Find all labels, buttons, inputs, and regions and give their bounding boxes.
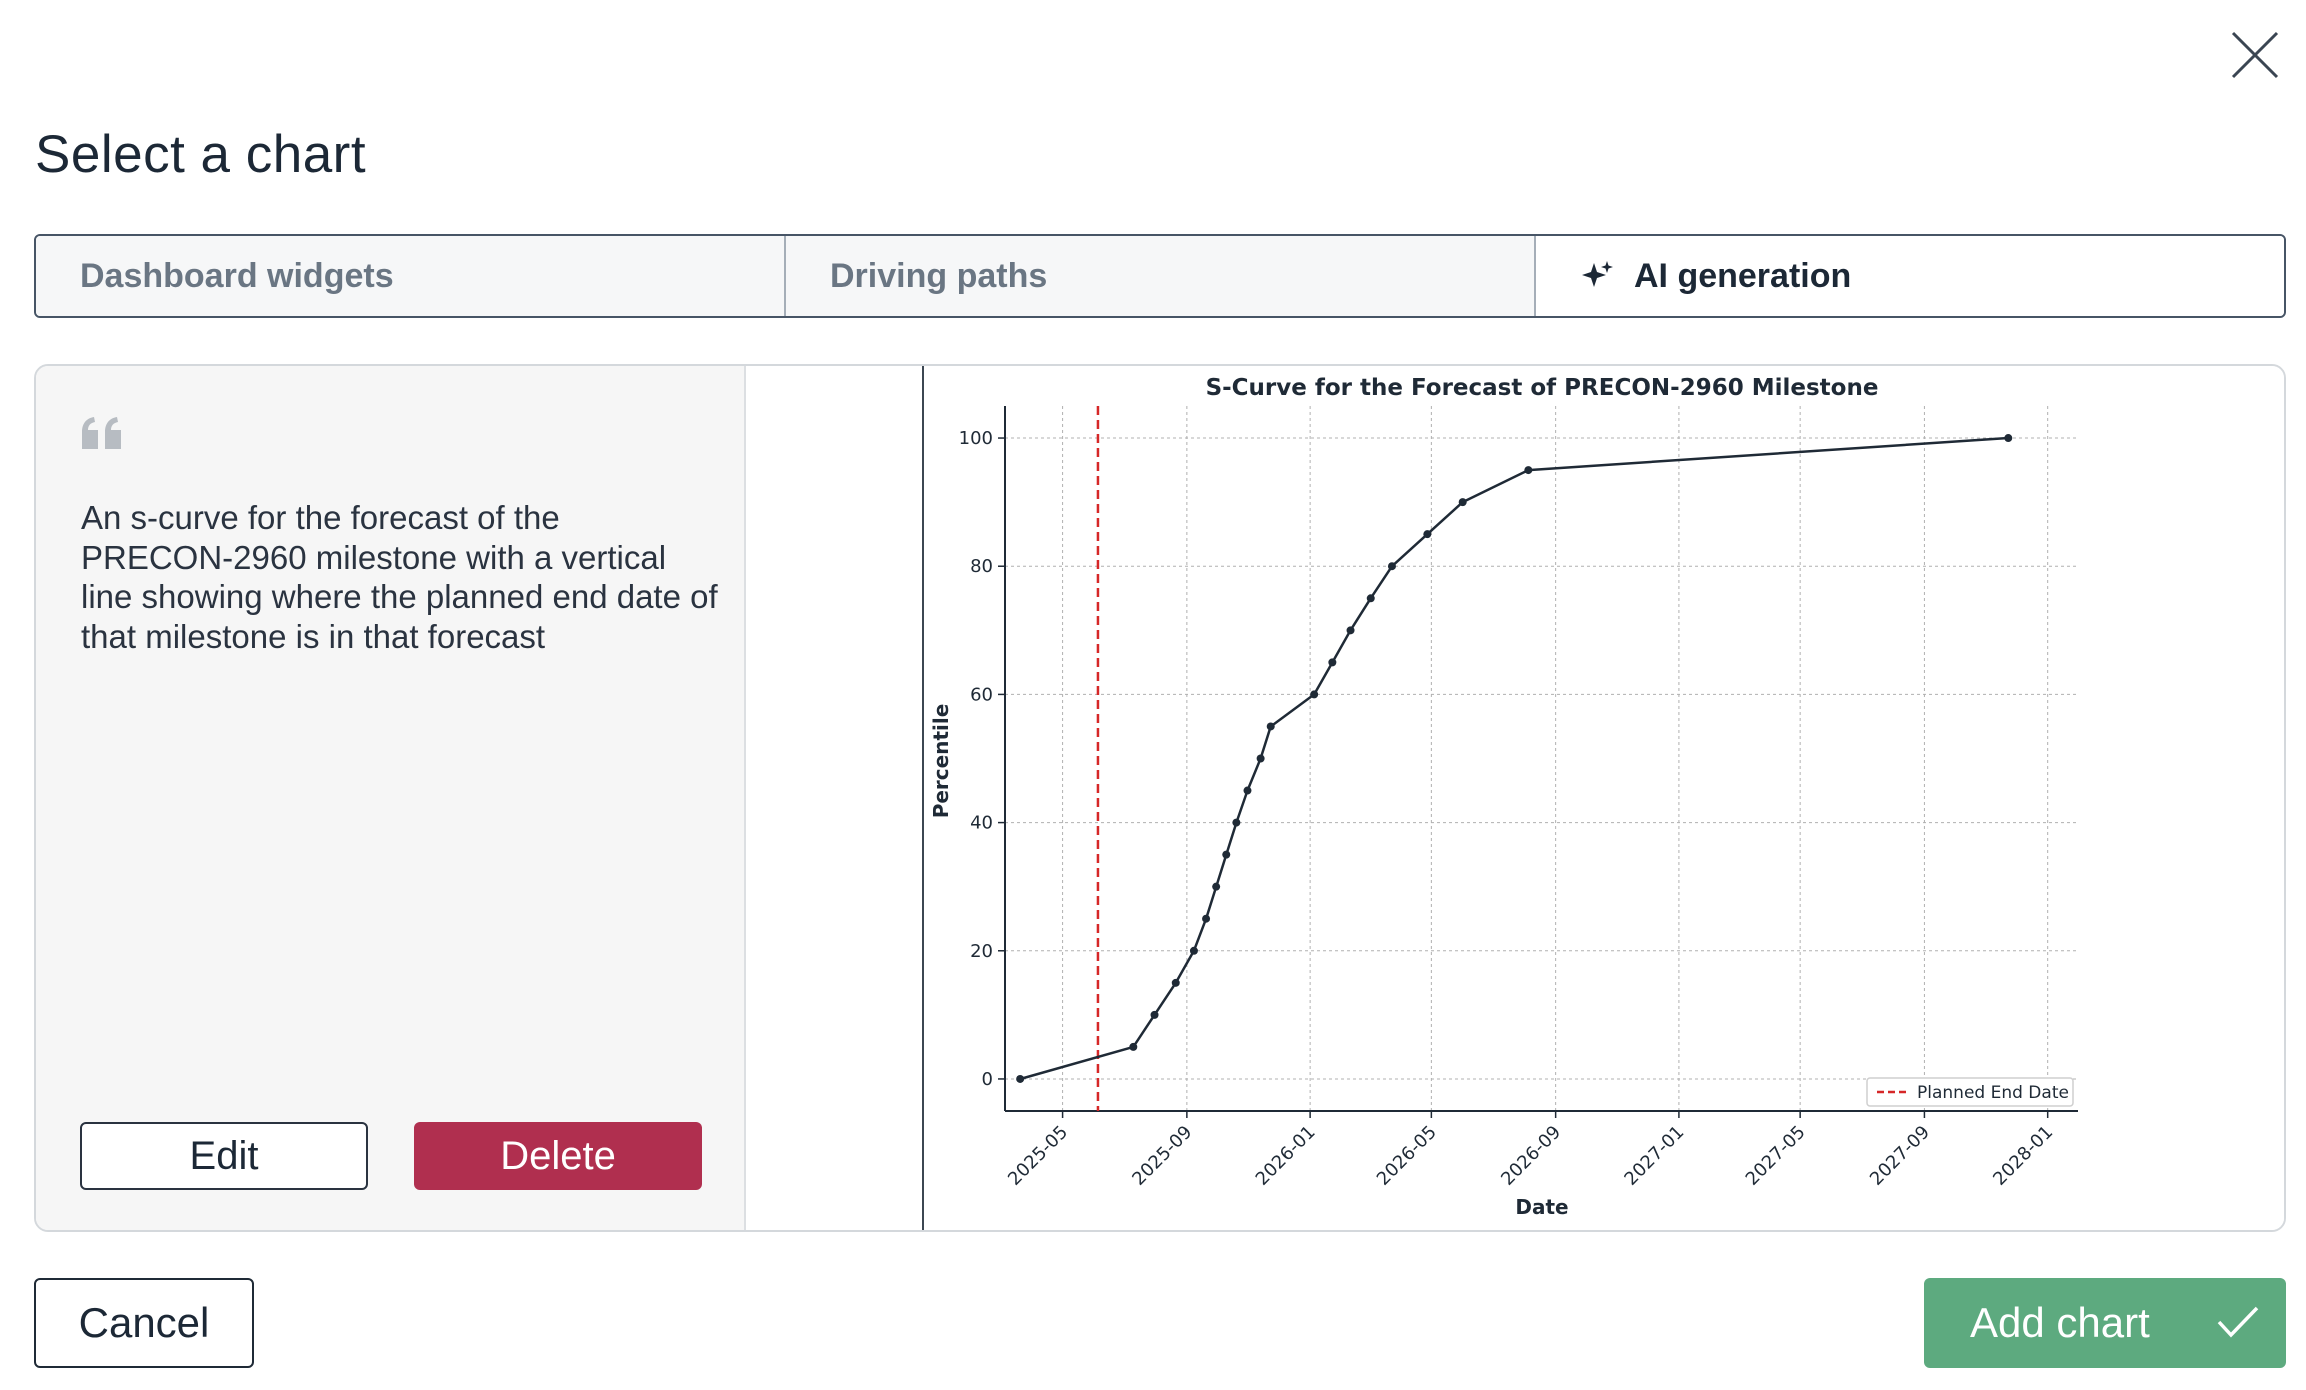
y-tick-label: 0 xyxy=(982,1069,993,1090)
x-tick-label: 2028-01 xyxy=(1989,1122,2057,1190)
tab-label: AI generation xyxy=(1634,256,1852,295)
data-point xyxy=(1346,626,1355,635)
data-point xyxy=(1458,498,1467,507)
chart-source-tabs: Dashboard widgets Driving paths AI gener… xyxy=(34,234,2286,318)
data-point xyxy=(1212,882,1221,891)
dialog-title: Select a chart xyxy=(35,125,367,184)
chart-legend: Planned End Date xyxy=(1866,1077,2074,1107)
data-point xyxy=(1232,818,1241,827)
add-chart-label: Add chart xyxy=(1970,1299,2150,1346)
ai-chart-card: An s-curve for the forecast of the PRECO… xyxy=(34,364,2286,1232)
y-axis-label: Percentile xyxy=(929,704,953,819)
x-tick-label: 2026-09 xyxy=(1497,1122,1565,1190)
edit-button[interactable]: Edit xyxy=(80,1122,368,1190)
data-point xyxy=(1366,594,1375,603)
data-point xyxy=(1243,786,1252,795)
prompt-pane: An s-curve for the forecast of the PRECO… xyxy=(36,366,746,1230)
data-point xyxy=(1256,754,1265,763)
y-tick-label: 100 xyxy=(959,428,993,449)
y-tick-label: 60 xyxy=(970,684,993,705)
cancel-button[interactable]: Cancel xyxy=(34,1278,254,1368)
x-tick-label: 2026-01 xyxy=(1252,1122,1320,1190)
x-tick-label: 2027-05 xyxy=(1742,1122,1810,1190)
data-point xyxy=(1016,1074,1025,1083)
y-tick-label: 20 xyxy=(970,941,993,962)
data-point xyxy=(1150,1010,1159,1019)
chart-gridlines xyxy=(1005,406,2078,1111)
data-point xyxy=(1171,978,1180,987)
data-point xyxy=(1222,850,1231,859)
data-point xyxy=(2004,434,2013,443)
close-button[interactable] xyxy=(2228,28,2282,82)
s-curve-chart: S-Curve for the Forecast of PRECON-2960 … xyxy=(929,375,2078,1219)
data-point xyxy=(1387,562,1396,571)
chart-preview: S-Curve for the Forecast of PRECON-2960 … xyxy=(922,366,2284,1230)
quote-icon xyxy=(82,417,121,449)
close-icon xyxy=(2231,31,2279,79)
data-point xyxy=(1328,658,1337,667)
chart-ticks: 2025-05 2025-09 2026-01 2026-05 2026-09 2027-… xyxy=(959,428,2058,1190)
series-layer xyxy=(1016,434,2013,1083)
sparkle-icon xyxy=(1582,261,1613,287)
data-point xyxy=(1129,1042,1138,1051)
data-point xyxy=(1423,530,1432,539)
x-tick-label: 2025-09 xyxy=(1128,1122,1196,1190)
data-point xyxy=(1202,914,1211,923)
tab-dashboard-widgets[interactable]: Dashboard widgets xyxy=(36,236,784,316)
chart-title: S-Curve for the Forecast of PRECON-2960 … xyxy=(1206,375,1879,401)
x-tick-label: 2027-09 xyxy=(1866,1122,1934,1190)
s-curve-line xyxy=(1019,436,2009,1081)
data-point xyxy=(1266,722,1275,731)
x-tick-label: 2025-05 xyxy=(1004,1122,1072,1190)
chart-axes xyxy=(1004,406,2078,1112)
legend-label: Planned End Date xyxy=(1917,1083,2069,1103)
tab-driving-paths[interactable]: Driving paths xyxy=(784,236,1534,316)
y-tick-label: 80 xyxy=(970,556,993,577)
x-tick-label: 2026-05 xyxy=(1373,1122,1441,1190)
add-chart-button[interactable]: Add chart xyxy=(1924,1278,2286,1368)
x-tick-label: 2027-01 xyxy=(1620,1122,1688,1190)
y-tick-label: 40 xyxy=(970,813,993,834)
check-icon xyxy=(2217,1306,2259,1338)
tab-label: Dashboard widgets xyxy=(80,256,394,295)
tab-label: Driving paths xyxy=(830,256,1048,295)
data-point xyxy=(1189,946,1198,955)
delete-button[interactable]: Delete xyxy=(414,1122,702,1190)
tab-ai-generation[interactable]: AI generation xyxy=(1534,236,2284,316)
x-axis-label: Date xyxy=(1515,1195,1568,1219)
legend-box xyxy=(1866,1077,2074,1107)
data-point xyxy=(1524,466,1533,475)
data-point xyxy=(1310,690,1319,699)
prompt-text: An s-curve for the forecast of the PRECO… xyxy=(81,499,718,655)
